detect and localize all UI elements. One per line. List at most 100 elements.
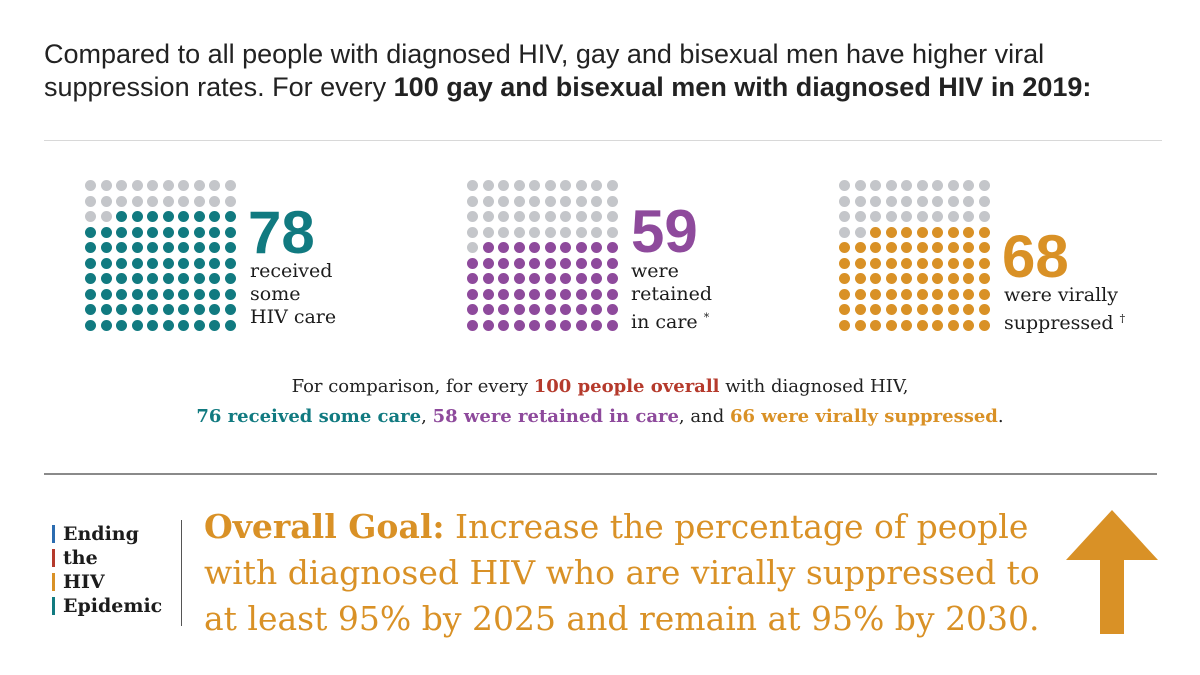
- dot-filled: [932, 242, 943, 253]
- dot-empty: [482, 226, 494, 238]
- dot-filled: [870, 226, 881, 238]
- goal-text: Increase the percentage of people with d…: [204, 507, 1040, 638]
- dot-filled: [116, 304, 127, 315]
- dot-empty: [870, 180, 881, 191]
- label-line-with-mark: suppressed †: [1004, 307, 1125, 335]
- dot-filled: [575, 319, 587, 331]
- dot-filled: [131, 242, 143, 253]
- dot-empty: [870, 211, 881, 222]
- dot-filled: [224, 319, 236, 331]
- dot-filled: [116, 288, 127, 300]
- dot-filled: [854, 257, 866, 269]
- dot-empty: [885, 195, 897, 207]
- dot-filled: [193, 242, 205, 253]
- dot-empty: [932, 195, 943, 207]
- dot-empty: [498, 195, 509, 207]
- intro-regular: Compared to all people with diagnosed HI…: [44, 39, 1045, 102]
- logo-bar: [52, 525, 55, 543]
- dot-filled: [947, 319, 959, 331]
- dot-grid-suppressed: [839, 180, 990, 331]
- dot-filled: [224, 242, 236, 253]
- dot-filled: [839, 257, 850, 269]
- comparison-line-2: 76 received some care, 58 were retained …: [0, 402, 1200, 432]
- dot-empty: [606, 180, 618, 191]
- dot-filled: [916, 319, 928, 331]
- logo-word: Ending: [63, 523, 139, 545]
- dot-filled: [591, 319, 602, 331]
- dot-filled: [885, 257, 897, 269]
- dot-filled: [513, 242, 525, 253]
- dot-filled: [147, 319, 158, 331]
- dot-filled: [870, 257, 881, 269]
- dot-empty: [85, 211, 96, 222]
- dot-filled: [162, 304, 174, 315]
- dot-filled: [467, 257, 478, 269]
- arrow-up-icon: [1064, 508, 1160, 641]
- dot-empty: [591, 211, 602, 222]
- dot-empty: [947, 180, 959, 191]
- dot-filled: [591, 273, 602, 284]
- dot-filled: [147, 257, 158, 269]
- dot-empty: [839, 180, 850, 191]
- dot-filled: [606, 257, 618, 269]
- dot-filled: [870, 288, 881, 300]
- dot-empty: [85, 195, 96, 207]
- dot-empty: [606, 195, 618, 207]
- dot-filled: [116, 257, 127, 269]
- dot-filled: [116, 226, 127, 238]
- dot-filled: [178, 257, 189, 269]
- dot-filled: [467, 304, 478, 315]
- dot-filled: [901, 304, 912, 315]
- dot-filled: [544, 257, 556, 269]
- dot-filled: [963, 257, 974, 269]
- stat-care: 78 received some HIV care: [85, 180, 385, 331]
- dot-empty: [100, 180, 112, 191]
- dot-filled: [224, 211, 236, 222]
- dot-filled: [162, 273, 174, 284]
- dot-empty: [467, 211, 478, 222]
- dot-filled: [100, 319, 112, 331]
- dot-empty: [544, 226, 556, 238]
- dot-filled: [513, 273, 525, 284]
- dot-filled: [560, 273, 571, 284]
- dot-filled: [932, 288, 943, 300]
- stat-retained: 59 were retained in care *: [467, 180, 767, 333]
- dot-empty: [606, 226, 618, 238]
- logo-word: HIV: [63, 571, 105, 593]
- comparison-suppressed: 66 were virally suppressed: [729, 406, 998, 427]
- dot-filled: [482, 288, 494, 300]
- dot-filled: [482, 319, 494, 331]
- dot-filled: [100, 288, 112, 300]
- dot-filled: [498, 319, 509, 331]
- dot-filled: [224, 304, 236, 315]
- dot-empty: [162, 195, 174, 207]
- stat-suppressed: 68 were virally suppressed †: [839, 180, 1169, 334]
- dot-filled: [870, 242, 881, 253]
- dot-filled: [209, 257, 220, 269]
- dot-filled: [147, 242, 158, 253]
- dot-empty: [575, 180, 587, 191]
- dot-filled: [513, 288, 525, 300]
- dot-filled: [209, 273, 220, 284]
- dot-empty: [963, 195, 974, 207]
- dot-filled: [131, 273, 143, 284]
- dot-empty: [529, 195, 540, 207]
- dot-empty: [209, 180, 220, 191]
- dot-empty: [901, 211, 912, 222]
- dot-filled: [839, 242, 850, 253]
- dot-filled: [932, 257, 943, 269]
- dot-empty: [916, 195, 928, 207]
- dot-filled: [916, 226, 928, 238]
- top-divider: [44, 140, 1162, 141]
- dot-filled: [131, 211, 143, 222]
- stat-value-suppressed: 68: [1002, 223, 1069, 290]
- dot-filled: [947, 288, 959, 300]
- dot-empty: [839, 195, 850, 207]
- dot-filled: [209, 319, 220, 331]
- footnote-mark: †: [1119, 312, 1126, 325]
- dot-filled: [544, 273, 556, 284]
- dot-empty: [560, 195, 571, 207]
- dot-filled: [498, 288, 509, 300]
- dot-empty: [100, 211, 112, 222]
- dot-filled: [978, 273, 990, 284]
